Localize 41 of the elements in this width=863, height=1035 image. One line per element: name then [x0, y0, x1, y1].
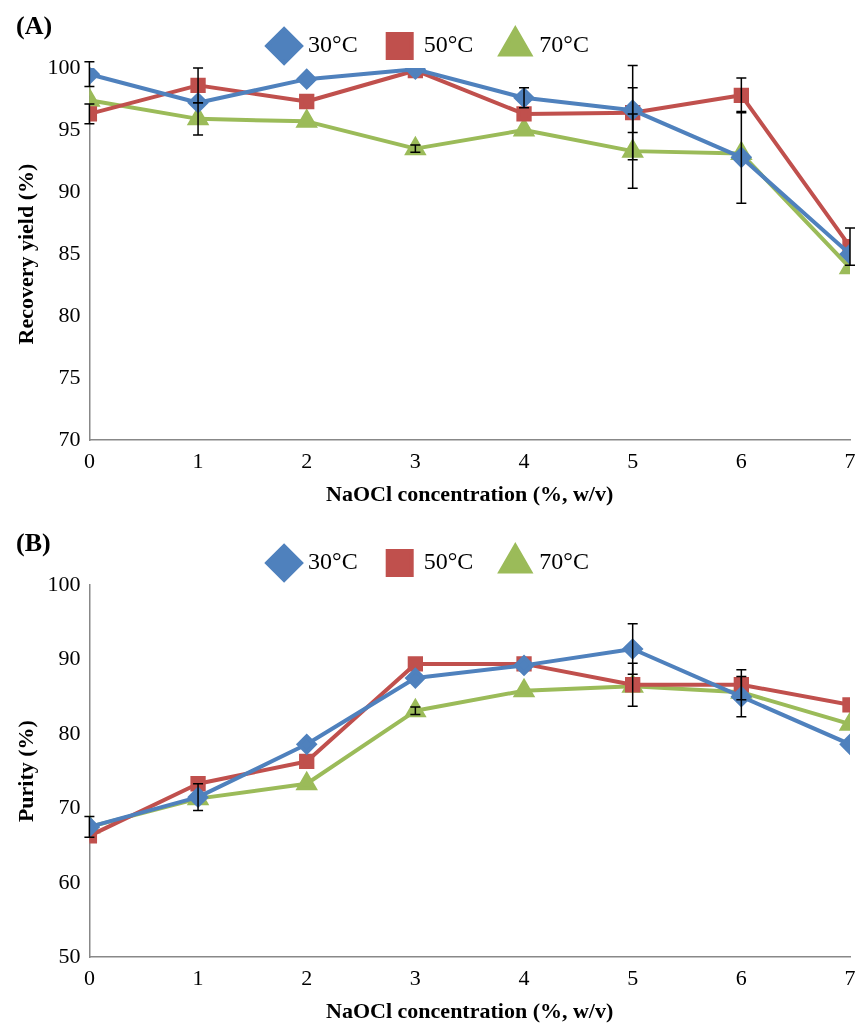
x-tick-label: 0: [83, 448, 95, 474]
x-tick-label: 6: [735, 448, 747, 474]
x-tick-label: 7: [844, 448, 856, 474]
chart-title: (A): [16, 10, 53, 40]
y-tick-label: 90: [58, 645, 81, 671]
x-tick-label: 7: [844, 965, 856, 991]
x-tick-label: 2: [301, 965, 313, 991]
legend-label: 30°C: [308, 31, 358, 58]
y-tick-label: 60: [58, 868, 81, 894]
chart-title: (B): [16, 527, 51, 557]
y-tick-label: 85: [58, 239, 81, 265]
x-tick-label: 5: [627, 448, 639, 474]
x-axis-title: NaOCl concentration (%, w/v): [326, 481, 614, 507]
x-tick-label: 5: [627, 965, 639, 991]
x-tick-label: 3: [409, 965, 421, 991]
y-tick-label: 100: [47, 53, 81, 79]
y-axis-title: Recovery yield (%): [12, 163, 38, 345]
legend-label: 70°C: [539, 31, 589, 58]
y-tick-label: 70: [58, 794, 81, 820]
legend-label: 30°C: [308, 548, 358, 575]
y-tick-label: 100: [47, 570, 81, 596]
x-tick-label: 3: [409, 448, 421, 474]
y-tick-label: 80: [58, 719, 81, 745]
x-tick-label: 2: [301, 448, 313, 474]
y-tick-label: 95: [58, 115, 81, 141]
legend-label: 50°C: [423, 548, 474, 575]
y-tick-label: 80: [58, 301, 81, 327]
x-tick-label: 1: [192, 965, 204, 991]
y-tick-label: 75: [58, 363, 81, 389]
legend-label: 70°C: [539, 548, 589, 575]
x-axis-title: NaOCl concentration (%, w/v): [326, 998, 614, 1024]
x-tick-label: 4: [518, 965, 530, 991]
y-tick-label: 50: [58, 942, 81, 968]
legend-label: 50°C: [423, 31, 474, 58]
x-tick-label: 1: [192, 448, 204, 474]
x-tick-label: 0: [83, 965, 95, 991]
x-tick-label: 6: [735, 965, 747, 991]
y-tick-label: 70: [58, 425, 81, 451]
y-axis-title: Purity (%): [12, 720, 38, 823]
y-tick-label: 90: [58, 177, 81, 203]
x-tick-label: 4: [518, 448, 530, 474]
